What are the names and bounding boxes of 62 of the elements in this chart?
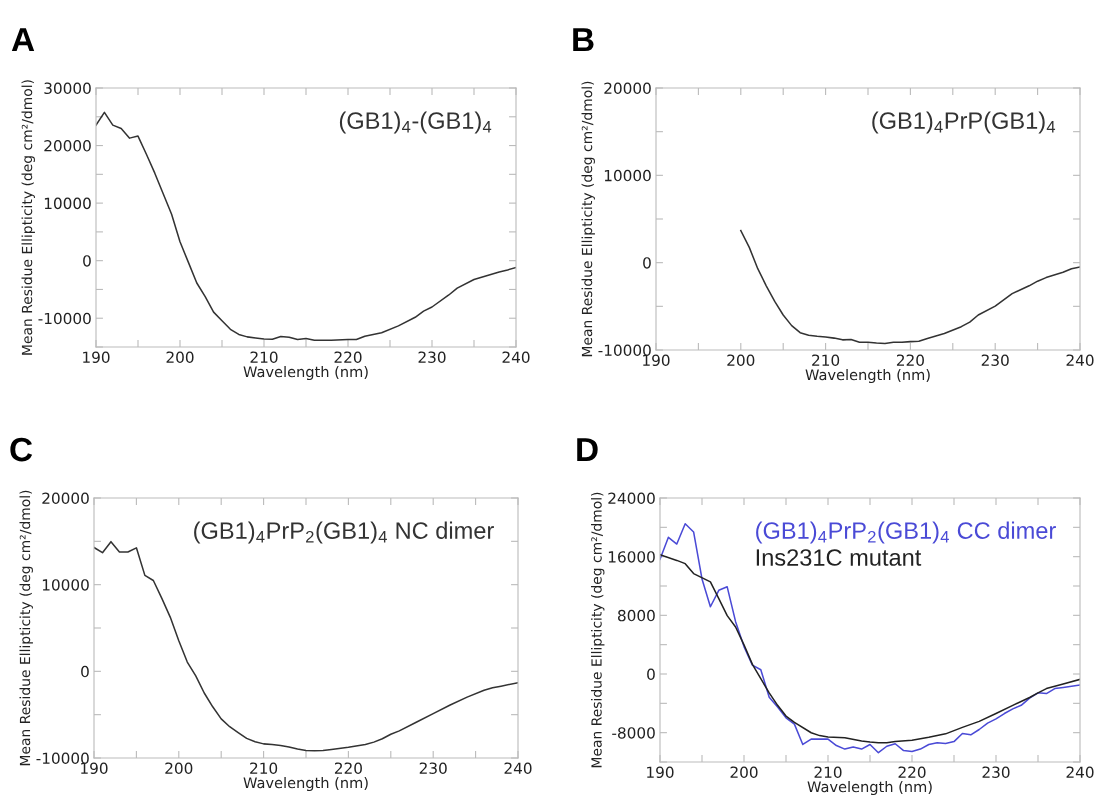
y-tick-label: 20000	[42, 492, 89, 505]
x-tick-label: 220	[896, 354, 924, 366]
chart-title: A	[11, 28, 35, 52]
x-axis-title: Wavelength (nm)	[805, 368, 930, 384]
x-tick-label: 220	[334, 762, 362, 774]
line-series	[740, 229, 1080, 345]
x-tick-label: 200	[727, 354, 755, 366]
x-tick-label: 220	[898, 766, 926, 778]
y-tick-label: 20000	[604, 82, 651, 95]
y-axis-title: Mean Residue Ellipticity (deg cm²/dmol)	[591, 492, 605, 768]
text: (GB1)$_{4}$PrP$_{2}$(GB1)$_{4}$ CC dimer	[756, 521, 1056, 544]
y-tick-label: 24000	[608, 492, 655, 505]
y-tick-label: 10000	[42, 579, 89, 591]
chart-title: D	[577, 438, 598, 462]
line-series	[660, 522, 1080, 754]
text: Ins231C mutant	[756, 549, 922, 566]
y-tick-label: -10000	[598, 344, 651, 357]
x-tick-label: 210	[812, 354, 840, 366]
x-tick-label: 210	[814, 766, 842, 778]
y-tick-label: 0	[647, 668, 655, 681]
text: (GB1)$_{4}$PrP$_{2}$(GB1)$_{4}$ NC dimer	[194, 521, 494, 544]
y-tick-label: 30000	[44, 82, 91, 95]
y-tick-label: 16000	[608, 551, 655, 563]
x-tick-label: 220	[334, 351, 362, 363]
x-tick-label: 240	[1066, 354, 1094, 366]
y-tick-label: 20000	[44, 140, 91, 152]
chart-title: C	[10, 437, 33, 462]
y-tick-label: 0	[643, 257, 651, 269]
y-tick-label: 8000	[617, 609, 655, 622]
y-tick-label: 10000	[44, 197, 91, 210]
x-tick-label: 240	[502, 351, 530, 363]
x-tick-label: 210	[250, 351, 278, 363]
x-tick-label: 240	[504, 762, 532, 774]
x-axis-title: Wavelength (nm)	[243, 776, 368, 792]
x-tick-label: 190	[81, 762, 108, 774]
x-tick-label: 200	[730, 766, 758, 778]
text: (GB1)$_{4}$PrP(GB1)$_{4}$	[872, 111, 1056, 134]
y-tick-label: 10000	[604, 169, 651, 182]
x-tick-label: 210	[250, 762, 278, 774]
x-tick-label: 230	[981, 354, 1009, 366]
y-axis-title: Mean Residue Ellipticity (deg cm²/dmol)	[21, 80, 35, 355]
y-tick-label: -10000	[36, 752, 89, 765]
x-tick-label: 190	[647, 766, 674, 778]
x-tick-label: 200	[166, 351, 194, 363]
y-tick-label: 0	[81, 665, 89, 678]
x-tick-label: 230	[419, 762, 447, 774]
x-axis-title: Wavelength (nm)	[243, 365, 368, 381]
y-tick-label: 0	[83, 255, 91, 267]
x-tick-label: 240	[1066, 766, 1094, 778]
x-tick-label: 230	[982, 766, 1010, 778]
x-tick-label: 190	[643, 354, 670, 366]
x-tick-label: 200	[165, 762, 193, 774]
y-axis-title: Mean Residue Ellipticity (deg cm²/dmol)	[19, 490, 33, 766]
y-tick-label: -10000	[38, 312, 91, 325]
x-tick-label: 230	[418, 351, 446, 363]
line-series	[96, 111, 516, 342]
x-axis-title: Wavelength (nm)	[807, 780, 932, 796]
y-axis-title: Mean Residue Ellipticity (deg cm²/dmol)	[581, 81, 595, 357]
x-tick-label: 190	[83, 351, 110, 363]
chart-title: B	[573, 28, 594, 52]
text: (GB1)$_{4}$-(GB1)$_{4}$	[339, 111, 492, 134]
y-tick-label: -8000	[612, 727, 655, 739]
